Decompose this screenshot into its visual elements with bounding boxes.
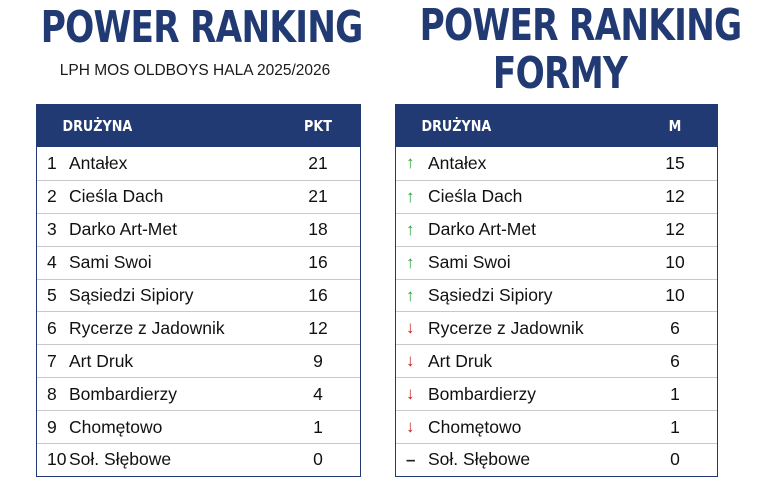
team-name: Art Druk xyxy=(428,350,493,371)
table-row: 1 Antałex 21 xyxy=(37,147,360,180)
rank-position: 2 xyxy=(47,186,57,207)
team-name: Chomętowo xyxy=(428,416,522,437)
points-value: 4 xyxy=(313,383,323,404)
table-body: ↑ Antałex 15 ↑ Cieśla Dach 12 ↑ Darko Art-Met 12… xyxy=(396,147,717,476)
form-value: 6 xyxy=(670,317,680,338)
points-value: 1 xyxy=(313,416,323,437)
points-value: 16 xyxy=(308,252,328,273)
team-name: Sami Swoi xyxy=(69,252,152,273)
header-team: DRUŻYNA xyxy=(62,117,133,135)
rank-position: 7 xyxy=(47,350,57,371)
team-name: Sąsiedzi Sipiory xyxy=(428,285,553,305)
arrow-up-icon: ↑ xyxy=(406,252,415,272)
table-row: ↑ Antałex 15 xyxy=(396,147,717,180)
arrow-down-icon: ↓ xyxy=(406,417,415,437)
arrow-up-icon: ↑ xyxy=(406,285,415,305)
form-value: 15 xyxy=(665,152,685,173)
form-value: 10 xyxy=(665,285,685,305)
table-row: ↓ Art Druk 6 xyxy=(396,344,717,377)
points-value: 18 xyxy=(308,219,328,240)
arrow-down-icon: ↓ xyxy=(406,384,415,404)
points-value: 21 xyxy=(308,186,328,207)
table-row: 9 Chomętowo 1 xyxy=(37,410,360,443)
arrow-up-icon: ↑ xyxy=(406,153,415,173)
points-value: 0 xyxy=(313,449,323,470)
form-value: 1 xyxy=(670,416,680,437)
points-value: 21 xyxy=(308,152,328,173)
team-name: Chomętowo xyxy=(69,416,163,437)
rank-position: 3 xyxy=(47,219,57,240)
team-name: Antałex xyxy=(69,152,128,173)
points-value: 16 xyxy=(308,285,328,305)
team-name: Rycerze z Jadownik xyxy=(69,317,225,338)
header-team: DRUŻYNA xyxy=(421,117,492,135)
table-row: ↑ Sąsiedzi Sipiory 10 xyxy=(396,278,717,312)
table-row: ↓ Bombardierzy 1 xyxy=(396,377,717,410)
form-value: 10 xyxy=(665,252,685,273)
table-row: ↓ Chomętowo 1 xyxy=(396,410,717,443)
power-ranking-title: POWER RANKING xyxy=(40,2,364,53)
team-name: Soł. Słębowe xyxy=(69,449,172,470)
team-name: Bombardierzy xyxy=(69,383,177,404)
table-header: DRUŻYNA PKT xyxy=(37,105,360,147)
arrow-up-icon: ↑ xyxy=(406,186,415,206)
team-name: Antałex xyxy=(428,152,487,173)
table-row: 10 Soł. Słębowe 0 xyxy=(37,443,360,476)
table-row: ↑ Cieśla Dach 12 xyxy=(396,179,717,213)
table-row: 5 Sąsiedzi Sipiory 16 xyxy=(37,278,360,312)
team-name: Rycerze z Jadownik xyxy=(428,317,584,338)
rank-position: 4 xyxy=(47,252,57,273)
table-row: 8 Bombardierzy 4 xyxy=(37,377,360,410)
arrow-up-icon: ↑ xyxy=(406,219,415,239)
form-value: 0 xyxy=(670,449,680,470)
team-name: Sąsiedzi Sipiory xyxy=(69,285,194,305)
table-row: 6 Rycerze z Jadownik 12 xyxy=(37,311,360,344)
rank-position: 1 xyxy=(47,152,57,173)
table-row: – Soł. Słębowe 0 xyxy=(396,443,717,476)
dash-icon: – xyxy=(406,449,416,469)
header-points: PKT xyxy=(304,117,332,135)
form-ranking-title: POWER RANKING FORMY xyxy=(419,0,743,99)
table-row: ↓ Rycerze z Jadownik 6 xyxy=(396,311,717,344)
table-row: 2 Cieśla Dach 21 xyxy=(37,179,360,213)
table-row: 7 Art Druk 9 xyxy=(37,344,360,377)
rank-position: 8 xyxy=(47,383,57,404)
team-name: Darko Art-Met xyxy=(428,219,536,240)
table-row: 4 Sami Swoi 16 xyxy=(37,245,360,279)
form-title-line-2: FORMY xyxy=(492,48,628,99)
table-body: 1 Antałex 21 2 Cieśla Dach 21 3 Darko Art-Met 18… xyxy=(37,147,360,476)
points-value: 12 xyxy=(308,317,328,338)
table-row: ↑ Darko Art-Met 12 xyxy=(396,212,717,246)
rank-position: 5 xyxy=(47,285,57,305)
form-ranking-table: DRUŻYNA M ↑ Antałex 15 ↑ Cieśla Dach 12 ↑ Darko… xyxy=(395,104,718,477)
form-value: 6 xyxy=(670,350,680,371)
rank-position: 9 xyxy=(47,416,57,437)
team-name: Art Druk xyxy=(69,350,134,371)
league-subtitle: LPH MOS OLDBOYS HALA 2025/2026 xyxy=(59,62,331,79)
team-name: Bombardierzy xyxy=(428,383,536,404)
rank-position: 10 xyxy=(47,449,67,470)
arrow-down-icon: ↓ xyxy=(406,318,415,338)
form-value: 1 xyxy=(670,383,680,404)
points-ranking-table: DRUŻYNA PKT 1 Antałex 21 2 Cieśla Dach 21 3 Dar… xyxy=(36,104,361,477)
form-title-line-1: POWER RANKING xyxy=(419,0,743,51)
header-form: M xyxy=(668,117,682,135)
points-value: 9 xyxy=(313,350,323,371)
arrow-down-icon: ↓ xyxy=(406,351,415,371)
table-row: 3 Darko Art-Met 18 xyxy=(37,212,360,246)
rank-position: 6 xyxy=(47,317,57,338)
form-value: 12 xyxy=(665,186,685,207)
form-value: 12 xyxy=(665,219,685,240)
team-name: Soł. Słębowe xyxy=(428,449,531,470)
table-row: ↑ Sami Swoi 10 xyxy=(396,245,717,279)
table-header: DRUŻYNA M xyxy=(396,105,717,147)
team-name: Sami Swoi xyxy=(428,252,511,273)
team-name: Darko Art-Met xyxy=(69,219,177,240)
team-name: Cieśla Dach xyxy=(428,186,523,207)
team-name: Cieśla Dach xyxy=(69,186,164,207)
